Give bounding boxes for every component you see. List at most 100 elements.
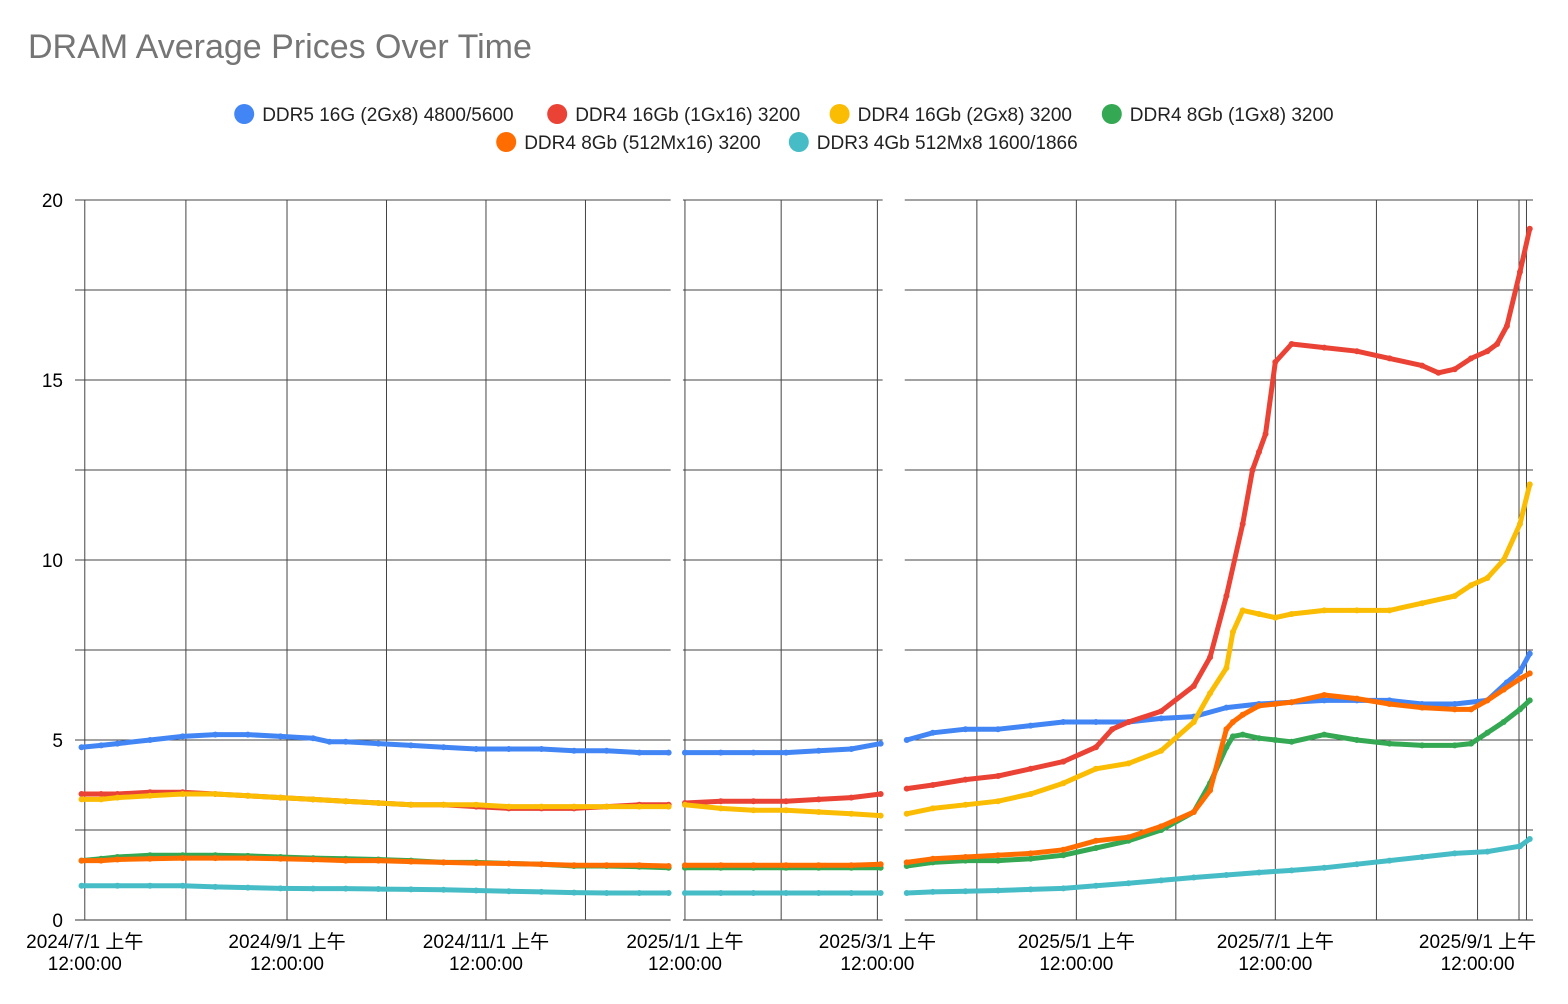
data-point	[1451, 850, 1458, 857]
series-line	[79, 855, 672, 869]
data-point	[1158, 747, 1165, 754]
data-point	[310, 796, 317, 803]
x-tick-label-time: 12:00:00	[648, 954, 722, 975]
data-point	[78, 882, 85, 889]
data-point	[571, 747, 578, 754]
data-point	[310, 856, 317, 863]
data-point	[1190, 719, 1197, 725]
data-point	[1288, 699, 1295, 706]
data-point	[962, 776, 969, 783]
legend-item[interactable]: DDR4 16Gb (1Gx16) 3200	[547, 104, 800, 126]
data-point	[1272, 701, 1279, 707]
data-point	[1468, 355, 1475, 362]
data-point	[1027, 765, 1034, 772]
data-point	[1239, 521, 1246, 527]
x-tick-label: 2024/9/1 上午	[228, 931, 345, 953]
data-point	[877, 861, 884, 868]
legend-item[interactable]: DDR4 16Gb (2Gx8) 3200	[829, 104, 1072, 126]
data-point	[1451, 366, 1458, 373]
data-point	[717, 798, 724, 805]
data-point	[1060, 780, 1067, 787]
data-point	[783, 862, 790, 869]
data-point	[877, 890, 884, 896]
data-point	[1158, 877, 1165, 884]
x-tick-label-time: 12:00:00	[1039, 954, 1113, 975]
data-point	[815, 809, 822, 815]
data-point	[1516, 668, 1523, 675]
data-point	[473, 801, 480, 808]
data-point	[603, 862, 610, 869]
data-point	[310, 885, 317, 892]
data-point	[1158, 823, 1165, 830]
data-point	[1526, 650, 1533, 657]
data-point	[929, 729, 936, 736]
data-point	[717, 805, 724, 812]
legend-item[interactable]: DDR4 8Gb (1Gx8) 3200	[1101, 104, 1334, 126]
data-point	[962, 726, 969, 733]
data-point	[848, 890, 855, 896]
data-point	[1256, 449, 1263, 455]
data-point	[244, 884, 251, 891]
data-point	[179, 733, 186, 740]
data-point	[212, 883, 219, 890]
data-point	[1386, 740, 1393, 747]
data-point	[1321, 607, 1328, 614]
data-point	[1223, 665, 1230, 671]
data-point	[1190, 874, 1197, 881]
data-point	[98, 791, 105, 797]
legend-label: DDR4 8Gb (1Gx8) 3200	[1130, 105, 1334, 126]
chart-title: DRAM Average Prices Over Time	[28, 28, 532, 66]
data-point	[1419, 704, 1426, 711]
data-point	[1158, 715, 1165, 722]
legend-label: DDR4 16Gb (2Gx8) 3200	[858, 105, 1072, 126]
legend-item[interactable]: DDR3 4Gb 512Mx8 1600/1866	[788, 132, 1078, 154]
data-point	[1158, 708, 1165, 715]
series-4	[78, 670, 1533, 869]
data-point	[750, 798, 757, 805]
data-point	[665, 803, 672, 810]
data-point	[1125, 880, 1132, 887]
data-point	[277, 855, 284, 862]
data-point	[1092, 744, 1099, 751]
data-point	[1223, 744, 1230, 751]
x-tick-label-time: 12:00:00	[1238, 954, 1312, 975]
legend[interactable]: DDR5 16G (2Gx8) 4800/5600 DDR4 16Gb (1Gx1…	[234, 104, 1334, 154]
data-point	[681, 890, 688, 896]
legend-label: DDR3 4Gb 512Mx8 1600/1866	[817, 133, 1078, 154]
data-point	[1223, 726, 1230, 733]
data-point	[603, 747, 610, 754]
series-line	[904, 697, 1533, 869]
data-point	[375, 886, 382, 893]
data-point	[681, 801, 688, 808]
data-point	[244, 855, 251, 862]
data-point	[962, 801, 969, 808]
data-point	[505, 860, 512, 867]
data-point	[636, 803, 643, 810]
x-tick-label: 2025/5/1 上午	[1018, 931, 1135, 953]
series-line	[904, 836, 1533, 896]
data-point	[1468, 740, 1475, 747]
data-point	[1125, 834, 1132, 841]
data-point	[375, 800, 382, 806]
series-5	[78, 836, 1533, 896]
data-point	[1484, 848, 1491, 855]
data-point	[717, 862, 724, 869]
data-point	[750, 807, 757, 814]
data-point	[1353, 695, 1360, 702]
data-point	[903, 737, 910, 743]
data-point	[665, 863, 672, 869]
series-line	[79, 791, 672, 810]
legend-item[interactable]: DDR5 16G (2Gx8) 4800/5600	[234, 104, 514, 126]
legend-marker	[547, 104, 568, 124]
data-point	[815, 862, 822, 869]
y-tick-label: 15	[42, 371, 63, 392]
data-point	[995, 852, 1002, 859]
x-tick-label: 2025/9/1 上午	[1419, 931, 1536, 953]
data-point	[1223, 872, 1230, 878]
data-point	[244, 731, 251, 738]
legend-item[interactable]: DDR4 8Gb (512Mx16) 3200	[496, 132, 761, 154]
data-gap	[670, 198, 683, 922]
data-point	[571, 803, 578, 810]
series-1	[78, 225, 1533, 812]
data-point	[995, 798, 1002, 805]
